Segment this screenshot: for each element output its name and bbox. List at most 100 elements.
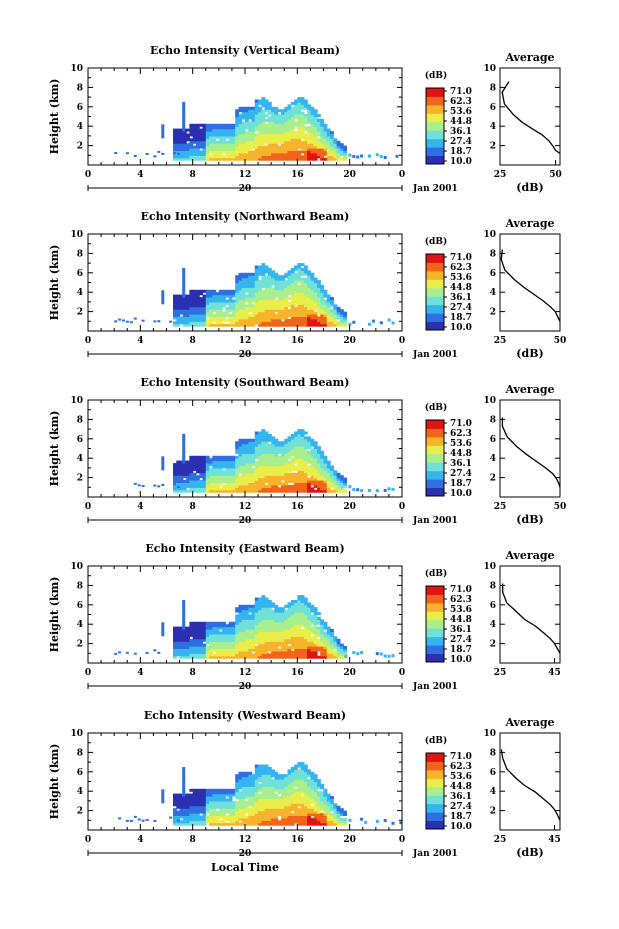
heatmap-cell [241,316,246,320]
heatmap-cell [231,477,236,481]
heatmap-cell [182,282,186,286]
heatmap-cell [179,152,184,156]
heatmap-cell [303,455,308,459]
heatmap-cell [218,294,223,298]
heatmap-cell [271,109,276,113]
heatmap-cell [310,143,315,147]
heatmap-cell [238,636,243,640]
heatmap-cell [300,116,305,120]
heatmap-cell [179,145,184,149]
heatmap-cell [254,467,259,471]
heatmap-cell [254,783,259,787]
heatmap-cell [271,779,276,783]
heatmap-cell [218,796,223,799]
heatmap-cell [300,455,305,459]
heatmap-cell [182,131,187,135]
heatmap-cell [284,316,289,320]
heatmap-cell [281,311,285,315]
heatmap-cell [186,638,190,642]
heatmap-cell [307,441,311,445]
heatmap-cell [248,774,253,778]
heatmap-cell [303,441,308,445]
heatmap-cell [218,803,223,807]
y-axis-label: Height (km) [48,79,61,155]
heatmap-cell [274,796,279,799]
heatmap-cell [215,465,220,469]
heatmap-cell [248,318,253,322]
heatmap-cell [182,109,186,113]
heatmap-cell [271,438,276,442]
heatmap-cell [199,299,204,303]
heatmap-cell [254,653,259,657]
heatmap-cell [195,460,200,464]
heatmap-cell [313,321,318,325]
heatmap-cell [287,131,292,135]
heatmap-cell [231,629,236,632]
heatmap-cell [231,138,236,142]
heatmap-cell [205,135,210,139]
heatmap-cell [261,321,266,325]
heatmap-cell [297,624,302,628]
heatmap-cell [186,460,190,464]
heatmap-cell [189,793,194,797]
heatmap-cell [290,489,295,493]
heatmap-cell [254,463,259,467]
heatmap-cell [173,311,177,315]
heatmap-cell [245,297,249,301]
heatmap-cell [271,646,276,649]
heatmap-cell [323,463,328,467]
heatmap-cell [238,786,243,790]
heatmap-cell [209,817,213,821]
heatmap-cell [313,292,318,296]
heatmap-cell [238,297,243,301]
heatmap-cell [254,813,259,816]
heatmap-cell [261,111,266,115]
heatmap-cell [330,638,334,642]
heatmap-cell [323,306,328,310]
heatmap-cell [271,287,276,291]
heatmap-cell [284,145,289,149]
heatmap-cell [215,458,220,462]
heatmap-cell [258,438,262,442]
heatmap-cell [261,629,266,632]
heatmap-cell [241,282,246,286]
heatmap-cell [300,133,305,137]
heatmap-cell [241,135,246,139]
heatmap-cell [251,477,256,481]
heatmap-cell [336,314,341,317]
heatmap-cell [195,482,200,486]
heatmap-cell [245,653,249,657]
heatmap-cell [179,482,184,486]
heatmap-cell [189,148,194,151]
heatmap-cell [307,643,311,647]
heatmap-cell [274,803,279,807]
heatmap-cell [212,643,217,647]
heatmap-cell [264,450,269,454]
heatmap-cell [294,626,298,630]
heatmap-cell [313,655,318,659]
heatmap-cell [254,655,259,659]
heatmap-cell [245,482,249,486]
heatmap-cell [202,482,207,486]
heatmap-cell [271,118,276,122]
heatmap-cell [173,148,177,151]
heatmap-cell [277,446,282,450]
heatmap-cell [225,629,230,632]
heatmap-cell [176,489,181,493]
heatmap-cell [254,767,259,770]
heatmap-cell [310,138,315,142]
heatmap-cell [290,155,295,159]
heatmap-cell [297,619,302,623]
heatmap-cell [271,771,276,775]
heatmap-cell [222,621,226,625]
heatmap-cell [205,800,210,804]
heatmap-cell [310,150,315,154]
heatmap-cell [235,282,240,286]
heatmap-cell [222,318,226,322]
heatmap-cell [297,655,302,659]
heatmap-cell [192,631,197,635]
heatmap-cell [313,626,318,630]
heatmap-cell [235,643,240,647]
heatmap-cell [176,465,181,469]
heatmap-cell [326,489,331,493]
